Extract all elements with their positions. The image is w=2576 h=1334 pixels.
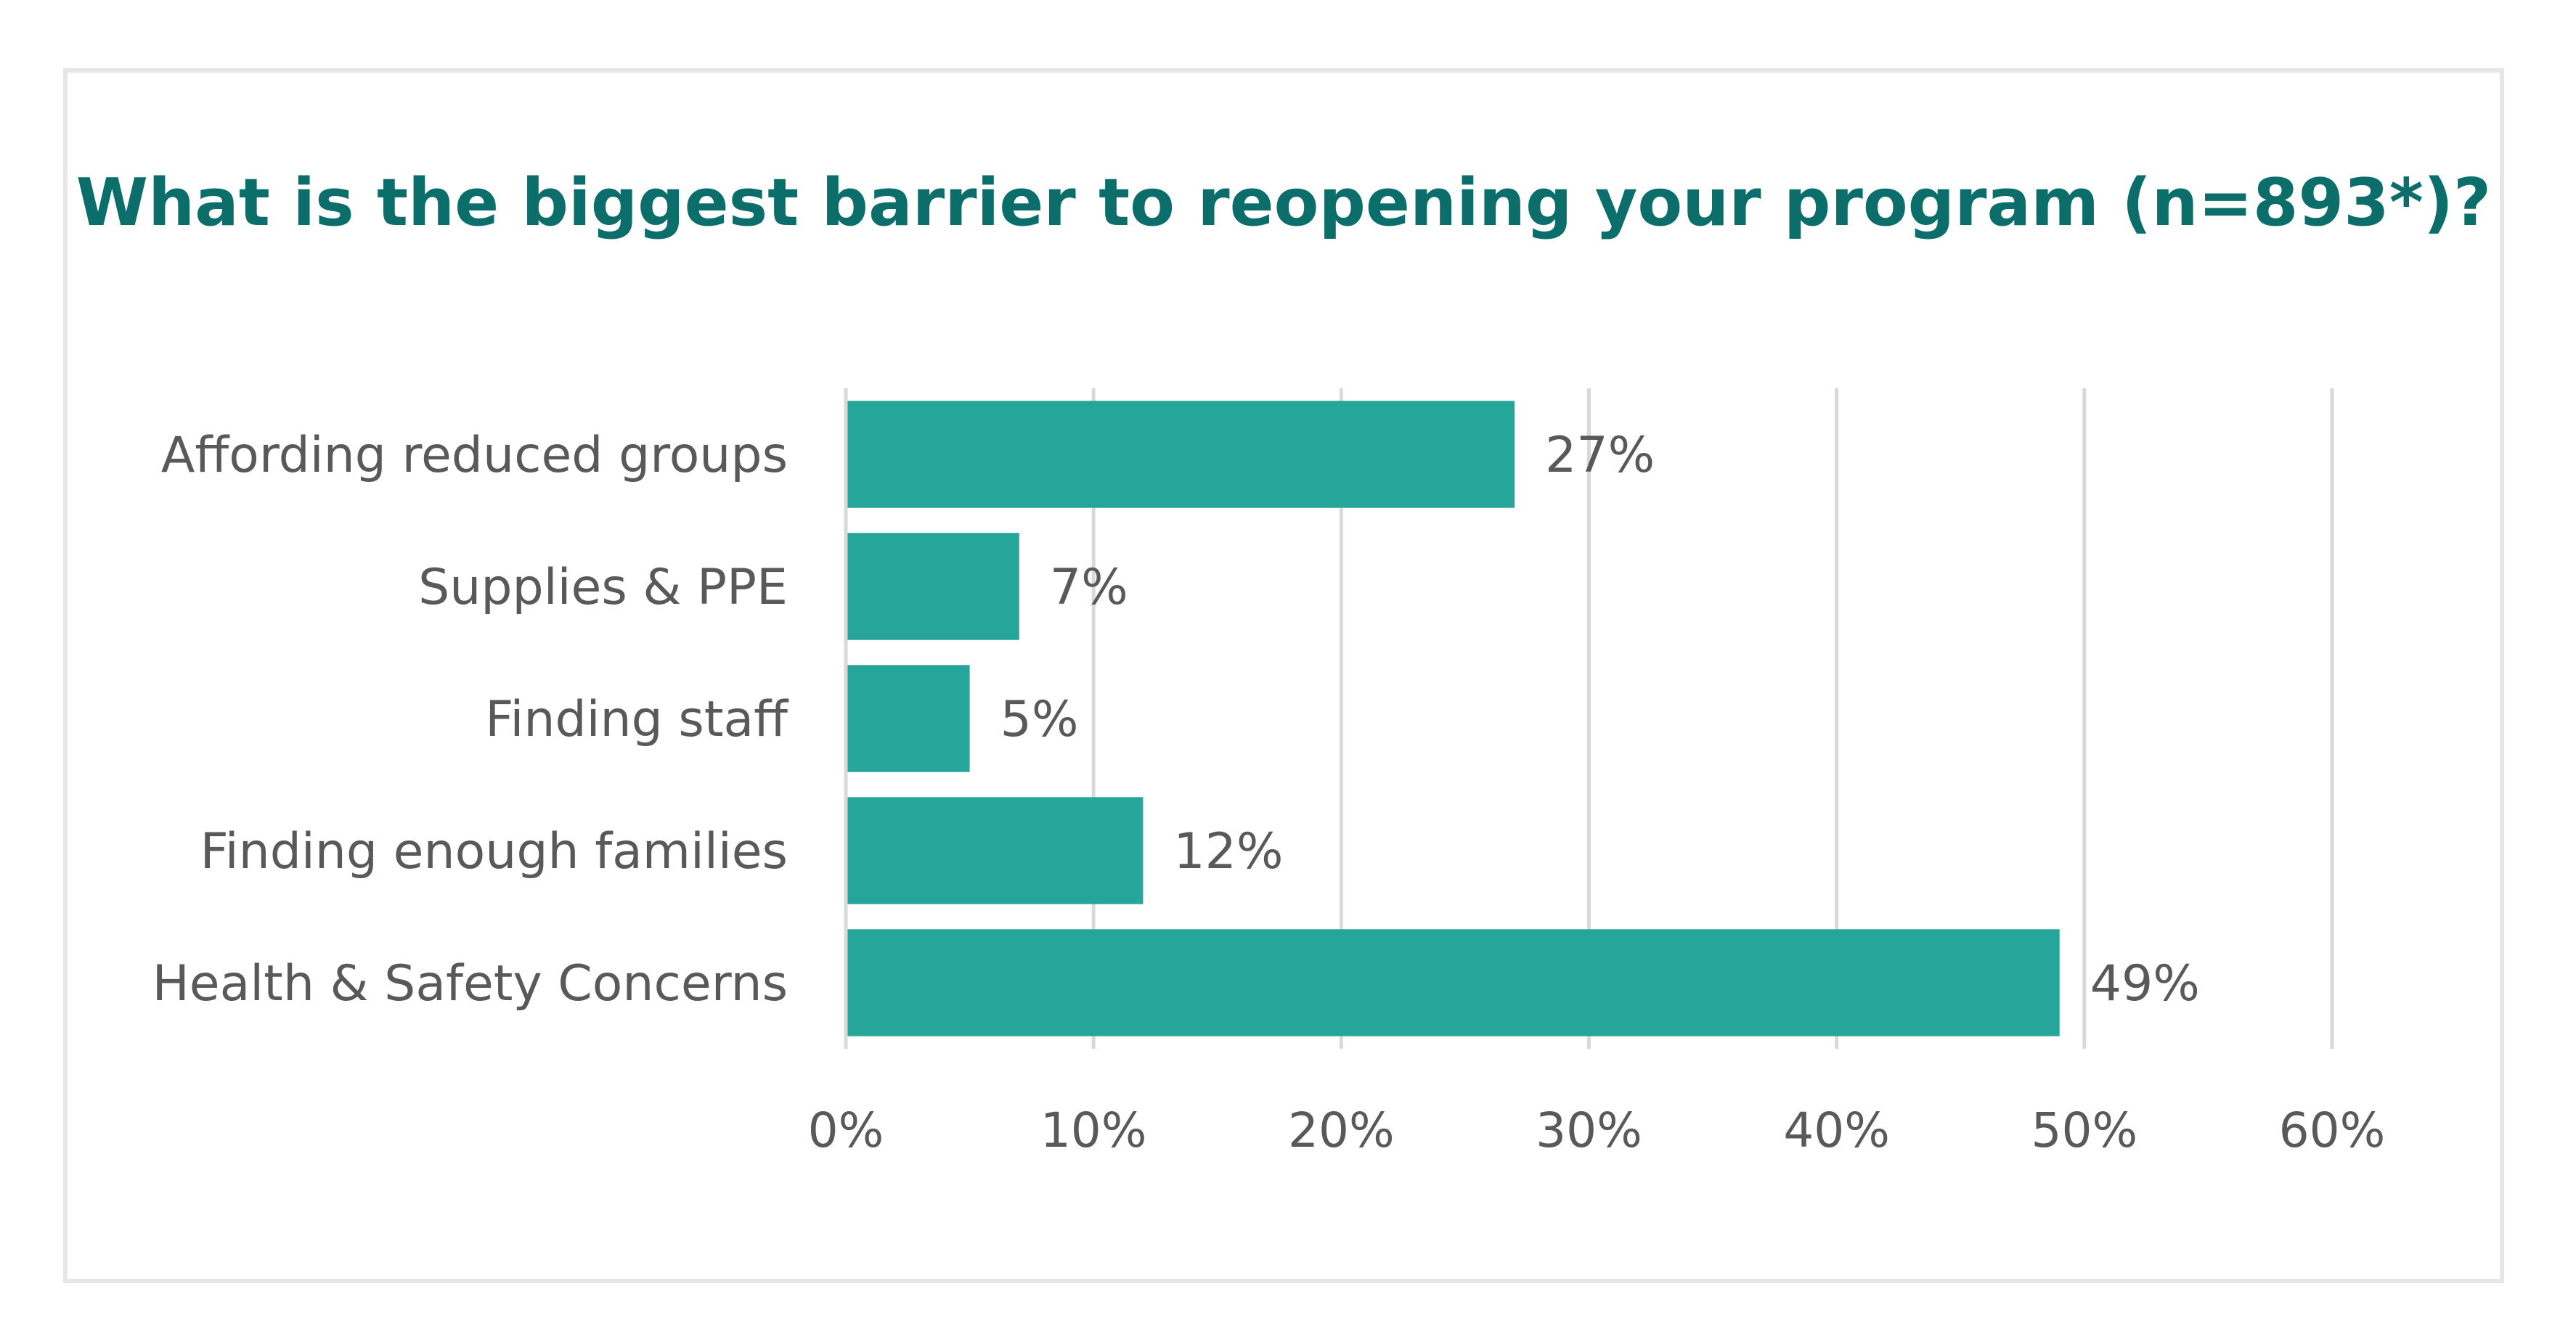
x-tick-label: 20% <box>1288 1102 1395 1158</box>
bar-5 <box>846 929 2060 1036</box>
x-tick-label: 0% <box>808 1102 884 1158</box>
bars <box>846 401 2060 1036</box>
x-tick-label: 50% <box>2031 1102 2137 1158</box>
labels: 0% 10% 20% 30% 40% 50% 60% Affording reduced gr… <box>152 427 2386 1158</box>
data-label: 7% <box>1050 559 1128 616</box>
x-tick-label: 30% <box>1536 1102 1642 1158</box>
data-label: 5% <box>1000 691 1079 748</box>
x-tick-label: 60% <box>2279 1102 2386 1158</box>
x-tick-label: 10% <box>1040 1102 1147 1158</box>
data-label: 27% <box>1545 427 1655 484</box>
bar-2 <box>846 533 1019 640</box>
category-label: Health & Safety Concerns <box>152 955 788 1012</box>
chart-frame <box>63 68 2504 1283</box>
data-label: 49% <box>2090 955 2200 1012</box>
category-label: Finding staff <box>485 691 789 748</box>
bar-4 <box>846 797 1144 904</box>
category-label: Supplies & PPE <box>418 559 788 616</box>
x-tick-label: 40% <box>1783 1102 1890 1158</box>
bar-1 <box>846 401 1515 508</box>
category-label: Finding enough families <box>200 823 788 880</box>
category-label: Affording reduced groups <box>161 427 788 484</box>
bar-3 <box>846 665 970 772</box>
chart-title: What is the biggest barrier to reopening… <box>76 165 2492 241</box>
data-label: 12% <box>1173 823 1283 880</box>
